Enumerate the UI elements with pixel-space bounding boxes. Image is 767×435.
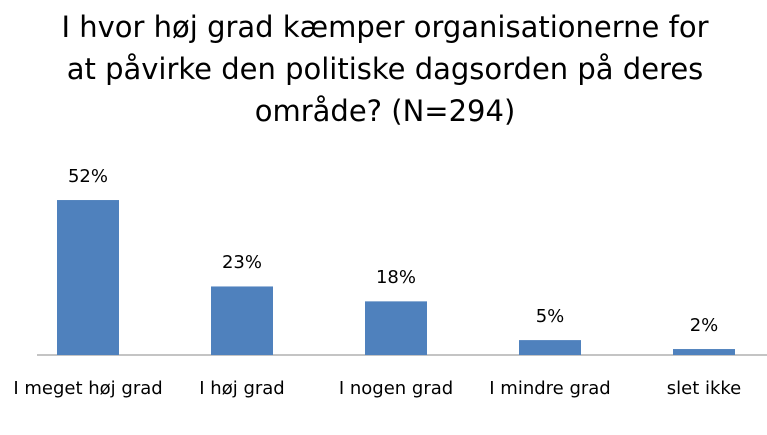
x-tick-label: I nogen grad [338,378,454,399]
x-tick-label: I mindre grad [489,378,611,399]
value-label: 5% [535,306,565,328]
value-label: 52% [67,166,108,188]
x-tick-label: slet ikke [666,378,742,399]
bar [211,286,273,355]
x-tick-label: I meget høj grad [13,378,163,399]
bar [57,200,119,355]
value-label: 2% [689,315,719,337]
bar [365,301,427,355]
value-label: 18% [375,267,416,289]
value-label: 23% [221,252,262,274]
chart-title: I hvor høj grad kæmper organisationerne … [61,10,709,128]
bar [519,340,581,355]
x-tick-label: I høj grad [199,378,285,399]
bar [673,349,735,355]
